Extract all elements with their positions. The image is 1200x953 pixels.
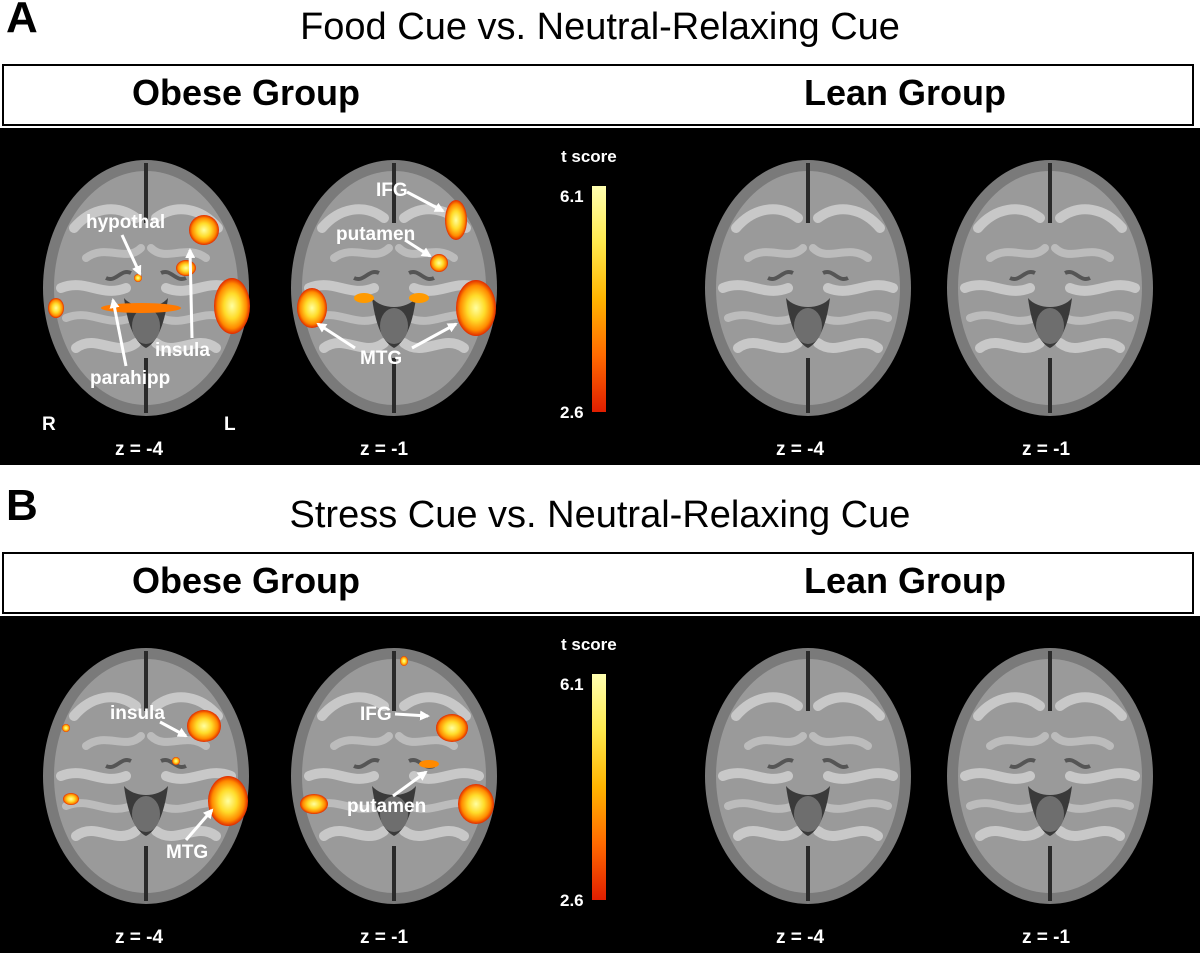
- colorbar-min-label: 2.6: [560, 403, 584, 422]
- colorbar-title: t score: [561, 147, 617, 166]
- panel-b: B Stress Cue vs. Neutral-Relaxing Cue Ob…: [0, 484, 1200, 953]
- lean-group-label: Lean Group: [804, 560, 1007, 601]
- slice-label-lean-1: z = -4: [776, 439, 824, 460]
- slice-label-obese-1: z = -4: [115, 927, 163, 948]
- label-mtg: MTG: [166, 842, 208, 863]
- slice-label-lean-2: z = -1: [1022, 439, 1070, 460]
- orientation-left: L: [224, 414, 236, 435]
- brain-slice-lean-z-4: [705, 160, 911, 416]
- slice-label-lean-2: z = -1: [1022, 927, 1070, 948]
- arrow-hypothal: [120, 234, 142, 276]
- brain-slice-lean-z-1: [947, 160, 1153, 416]
- brain-slice-obese-z-1: [291, 160, 497, 416]
- label-parahipp: parahipp: [90, 368, 170, 389]
- panel-a: A Food Cue vs. Neutral-Relaxing Cue Obes…: [0, 0, 1200, 465]
- arrow-ifg: [406, 190, 445, 213]
- colorbar-gradient: [592, 674, 606, 900]
- panel-title: Food Cue vs. Neutral-Relaxing Cue: [300, 6, 900, 48]
- group-header-band: Obese Group Lean Group: [2, 64, 1194, 126]
- brain-slice-obese-z-4: [43, 648, 249, 904]
- arrow-parahipp: [109, 298, 128, 367]
- label-insula: insula: [110, 703, 165, 724]
- label-hypothal: hypothal: [86, 212, 165, 233]
- arrow-mtg-right: [316, 322, 356, 350]
- panel-letter: B: [6, 481, 38, 530]
- panel-letter: A: [6, 0, 38, 42]
- brain-image-area: t score 6.1 2.6 insula MTG IFG putamen z…: [0, 616, 1200, 953]
- colorbar-max-label: 6.1: [560, 675, 584, 694]
- arrow-putamen: [392, 770, 428, 798]
- arrow-putamen: [404, 238, 432, 258]
- slice-label-obese-2: z = -1: [360, 439, 408, 460]
- colorbar-title: t score: [561, 635, 617, 654]
- brain-slice-lean-z-4: [705, 648, 911, 904]
- arrow-mtg: [184, 808, 214, 841]
- brain-image-area: t score 6.1 2.6 hypothal insula parahipp…: [0, 128, 1200, 465]
- arrow-insula: [185, 248, 196, 339]
- obese-group-label: Obese Group: [132, 560, 361, 601]
- slice-label-obese-1: z = -4: [115, 439, 163, 460]
- brain-slice-lean-z-1: [947, 648, 1153, 904]
- colorbar-gradient: [592, 186, 606, 412]
- panel-title: Stress Cue vs. Neutral-Relaxing Cue: [289, 494, 911, 536]
- obese-group-label: Obese Group: [132, 72, 361, 113]
- group-header-band: Obese Group Lean Group: [2, 552, 1194, 614]
- label-putamen: putamen: [347, 796, 426, 817]
- colorbar-max-label: 6.1: [560, 187, 584, 206]
- colorbar: t score 6.1 2.6: [560, 147, 617, 422]
- label-mtg: MTG: [360, 348, 402, 369]
- label-ifg: IFG: [360, 704, 392, 725]
- slice-label-obese-2: z = -1: [360, 927, 408, 948]
- orientation-right: R: [42, 414, 56, 435]
- colorbar-min-label: 2.6: [560, 891, 584, 910]
- colorbar: t score 6.1 2.6: [560, 635, 617, 910]
- lean-group-label: Lean Group: [804, 72, 1007, 113]
- brain-slice-obese-z-1: [291, 648, 497, 904]
- arrow-mtg-left: [411, 322, 458, 350]
- label-ifg: IFG: [376, 180, 408, 201]
- slice-label-lean-1: z = -4: [776, 927, 824, 948]
- arrow-ifg: [394, 710, 430, 721]
- label-putamen: putamen: [336, 224, 415, 245]
- arrow-insula: [159, 720, 188, 738]
- label-insula: insula: [155, 340, 210, 361]
